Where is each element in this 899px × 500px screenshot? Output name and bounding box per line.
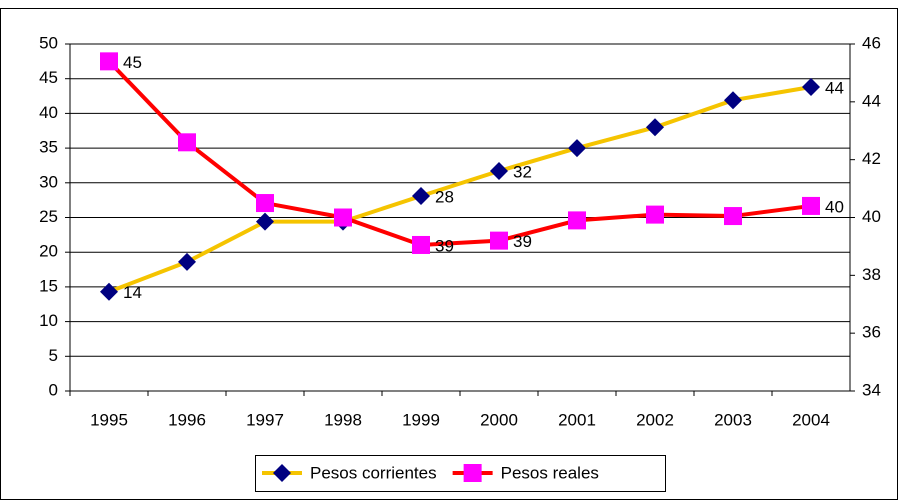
point bbox=[178, 252, 196, 271]
point bbox=[568, 211, 586, 230]
data-label: 44 bbox=[825, 79, 844, 98]
legend-label: Pesos reales bbox=[501, 463, 599, 482]
y-tick-label: 5 bbox=[49, 346, 58, 365]
data-label: 45 bbox=[123, 53, 142, 72]
point bbox=[724, 91, 742, 110]
point bbox=[646, 118, 664, 137]
x-tick-label: 2002 bbox=[636, 410, 674, 429]
point bbox=[412, 235, 430, 254]
y2-tick-label: 38 bbox=[862, 265, 881, 284]
legend-label: Pesos corrientes bbox=[310, 463, 437, 482]
point bbox=[724, 207, 742, 226]
y-tick-label: 50 bbox=[39, 33, 58, 52]
y2-tick-label: 34 bbox=[862, 380, 881, 399]
x-tick-label: 1996 bbox=[168, 410, 206, 429]
data-label: 32 bbox=[513, 162, 532, 181]
y-tick-label: 10 bbox=[39, 311, 58, 330]
point bbox=[802, 78, 820, 97]
x-tick-label: 1995 bbox=[90, 410, 128, 429]
x-tick-label: 2001 bbox=[558, 410, 596, 429]
y-tick-label: 45 bbox=[39, 68, 58, 87]
y-tick-label: 20 bbox=[39, 242, 58, 261]
point bbox=[256, 212, 274, 231]
point bbox=[412, 186, 430, 205]
point bbox=[490, 231, 508, 250]
y-tick-label: 15 bbox=[39, 276, 58, 295]
data-label: 28 bbox=[435, 187, 454, 206]
point bbox=[802, 196, 820, 215]
data-label: 39 bbox=[513, 232, 532, 251]
series-line bbox=[107, 59, 812, 247]
legend-marker bbox=[463, 464, 482, 482]
y2-tick-label: 40 bbox=[862, 207, 881, 226]
point bbox=[178, 133, 196, 152]
x-tick-label: 2004 bbox=[792, 410, 830, 429]
y2-tick-label: 46 bbox=[862, 33, 881, 52]
data-label: 14 bbox=[123, 283, 142, 302]
y-tick-label: 0 bbox=[49, 380, 58, 399]
point bbox=[100, 282, 118, 301]
x-tick-label: 2003 bbox=[714, 410, 752, 429]
point bbox=[256, 194, 274, 213]
x-tick-label: 1999 bbox=[402, 410, 440, 429]
point bbox=[334, 208, 352, 227]
point bbox=[100, 52, 118, 71]
x-tick-label: 2000 bbox=[480, 410, 518, 429]
point bbox=[490, 162, 508, 181]
x-tick-label: 1997 bbox=[246, 410, 284, 429]
y-tick-label: 40 bbox=[39, 103, 58, 122]
x-tick-label: 1998 bbox=[324, 410, 362, 429]
y-tick-label: 35 bbox=[39, 138, 58, 157]
point bbox=[568, 139, 586, 158]
data-label: 39 bbox=[435, 236, 454, 255]
y2-tick-label: 44 bbox=[862, 91, 881, 110]
series-line bbox=[108, 85, 812, 294]
data-label: 40 bbox=[825, 197, 844, 216]
y2-tick-label: 42 bbox=[862, 149, 881, 168]
y-tick-label: 30 bbox=[39, 172, 58, 191]
legend-marker bbox=[273, 464, 291, 482]
y2-tick-label: 36 bbox=[862, 323, 881, 342]
chart-frame bbox=[0, 8, 898, 500]
point bbox=[646, 205, 664, 224]
y-tick-label: 25 bbox=[39, 207, 58, 226]
